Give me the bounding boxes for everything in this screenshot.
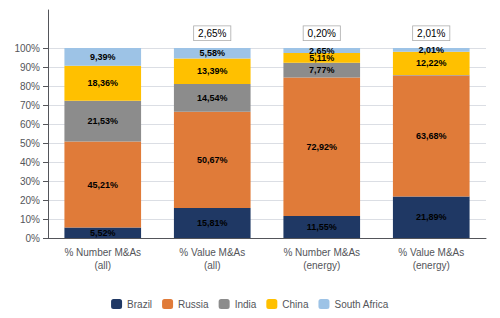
svg-text:2,65%: 2,65% <box>309 46 335 56</box>
svg-text:18,36%: 18,36% <box>87 78 118 88</box>
svg-text:9,39%: 9,39% <box>90 52 116 62</box>
svg-text:Russia: Russia <box>178 299 209 310</box>
svg-text:% Value M&As: % Value M&As <box>398 247 464 258</box>
svg-text:13,39%: 13,39% <box>197 66 228 76</box>
svg-text:2,01%: 2,01% <box>418 45 444 55</box>
svg-text:70%: 70% <box>20 100 40 111</box>
svg-text:50%: 50% <box>20 138 40 149</box>
svg-text:11,55%: 11,55% <box>307 222 337 232</box>
svg-text:% Number M&As: % Number M&As <box>64 247 141 258</box>
svg-text:% Value M&As: % Value M&As <box>179 247 245 258</box>
svg-text:14,54%: 14,54% <box>197 93 228 103</box>
svg-text:21,53%: 21,53% <box>87 116 118 126</box>
svg-text:50,67%: 50,67% <box>197 155 228 165</box>
svg-text:7,77%: 7,77% <box>309 65 335 75</box>
svg-text:(energy): (energy) <box>413 260 450 271</box>
svg-text:15,81%: 15,81% <box>197 218 228 228</box>
svg-text:10%: 10% <box>20 214 40 225</box>
svg-text:12,22%: 12,22% <box>416 58 447 68</box>
svg-text:20%: 20% <box>20 195 40 206</box>
svg-text:72,92%: 72,92% <box>306 142 337 152</box>
svg-text:0%: 0% <box>26 233 41 244</box>
svg-text:2,65%: 2,65% <box>198 28 226 39</box>
svg-text:30%: 30% <box>20 176 40 187</box>
svg-text:2,01%: 2,01% <box>417 28 445 39</box>
svg-text:5,58%: 5,58% <box>199 48 225 58</box>
svg-text:40%: 40% <box>20 157 40 168</box>
svg-text:63,68%: 63,68% <box>416 131 447 141</box>
svg-text:0,20%: 0,20% <box>308 28 336 39</box>
svg-text:India: India <box>235 299 257 310</box>
svg-text:80%: 80% <box>20 81 40 92</box>
svg-text:100%: 100% <box>14 43 40 54</box>
svg-text:(energy): (energy) <box>303 260 340 271</box>
svg-text:(all): (all) <box>204 260 221 271</box>
svg-text:21,89%: 21,89% <box>416 212 447 222</box>
svg-text:5,52%: 5,52% <box>90 228 116 238</box>
svg-text:45,21%: 45,21% <box>87 180 118 190</box>
svg-text:South Africa: South Africa <box>334 299 388 310</box>
svg-text:China: China <box>282 299 309 310</box>
svg-text:Brazil: Brazil <box>127 299 152 310</box>
svg-text:5,11%: 5,11% <box>309 52 335 63</box>
svg-text:(all): (all) <box>94 260 111 271</box>
svg-text:90%: 90% <box>20 62 40 73</box>
svg-text:60%: 60% <box>20 119 40 130</box>
svg-text:% Number M&As: % Number M&As <box>283 247 360 258</box>
